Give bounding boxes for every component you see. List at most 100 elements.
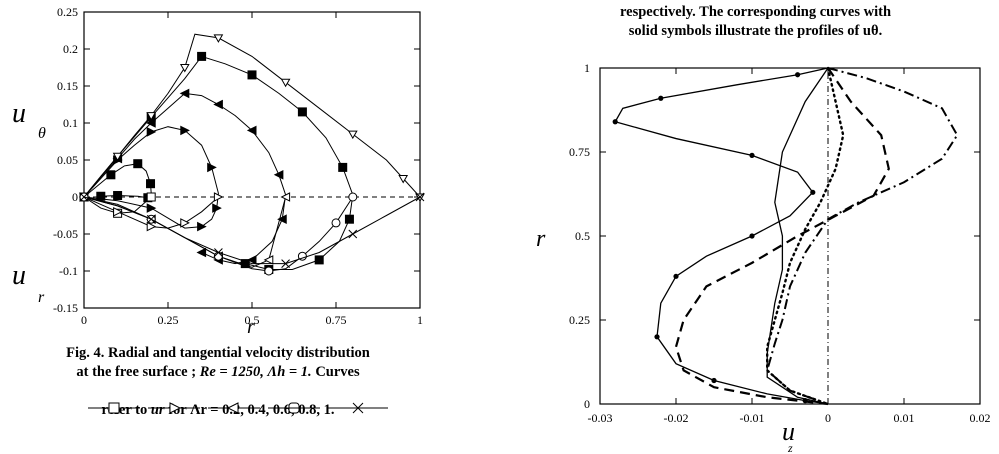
right-xtick-label: -0.01 — [740, 411, 765, 425]
left-ytick-label: 0 — [72, 190, 78, 204]
left-ytick-label: -0.05 — [53, 227, 78, 241]
uz-series-dash-dot — [766, 67, 959, 405]
data-point — [273, 169, 284, 180]
data-point — [348, 229, 358, 239]
left-xtick-label: 1 — [417, 313, 423, 327]
uz-series-dashed — [674, 67, 890, 406]
left-ytick-label: 0.25 — [57, 5, 78, 19]
data-point — [146, 221, 157, 232]
data-point — [214, 248, 223, 257]
data-point — [197, 51, 207, 61]
right-ytick-label: 0.75 — [569, 145, 590, 159]
data-point — [180, 218, 190, 228]
legend-triangle-right-open-icon — [148, 402, 200, 414]
right-ytick-label: 0 — [584, 397, 590, 411]
data-point — [348, 192, 358, 202]
ur-series-5 — [79, 192, 425, 268]
left-ytick-label: 0.2 — [63, 42, 78, 56]
legend-symbols — [88, 402, 388, 414]
data-point — [246, 125, 257, 136]
uz-line-solid-dots — [614, 67, 829, 405]
right-caption-line2: solid symbols illustrate the profiles of… — [628, 23, 883, 39]
uz-series-solid-dots — [612, 67, 829, 405]
data-point — [297, 107, 307, 117]
data-point — [280, 192, 291, 202]
utheta-series-5 — [79, 33, 425, 203]
utheta-series-1 — [79, 159, 156, 203]
ur-line — [83, 196, 421, 265]
right-xtick-label: 0.01 — [894, 411, 915, 425]
uz-series-dotted — [765, 66, 845, 406]
data-point — [197, 221, 207, 232]
data-point — [344, 214, 354, 224]
data-point — [146, 112, 157, 121]
left-caption: Fig. 4. Radial and tangential velocity d… — [0, 344, 436, 420]
right-caption: respectively. The corresponding curves w… — [512, 3, 999, 41]
left-series — [78, 33, 425, 276]
left-xtick-label: 0.5 — [245, 313, 260, 327]
data-point — [795, 72, 801, 78]
data-point — [180, 125, 190, 136]
right-ytick-label: 0.5 — [575, 229, 590, 243]
data-point — [179, 88, 190, 99]
left-caption-line4: refer to ur for Λr = 0.2, 0.4, 0.6, 0.8,… — [101, 402, 335, 418]
left-ytick-label: 0.1 — [63, 116, 78, 130]
left-xtick-label: 0.25 — [158, 313, 179, 327]
data-point — [146, 214, 156, 224]
left-chart: 0.250.20.150.10.050-0.05-0.1-0.15 0 0.25 0… — [12, 5, 425, 335]
left-ylabel-ur: u — [12, 260, 26, 291]
utheta-line — [83, 126, 219, 229]
data-point — [212, 203, 222, 213]
data-point — [331, 218, 341, 228]
right-chart: 1 0.75 0.5 0.25 0 -0.03 -0.02 -0.01 0 0.01 0.02 r… — [536, 61, 991, 454]
data-point — [113, 206, 123, 217]
data-point — [277, 214, 287, 225]
right-xtick-label: 0.02 — [970, 411, 991, 425]
data-point — [398, 175, 409, 184]
data-point — [673, 273, 679, 279]
left-ytick-label: -0.1 — [59, 264, 78, 278]
data-point — [196, 247, 207, 258]
data-point — [112, 152, 123, 162]
right-chart-frame — [599, 67, 981, 405]
data-point — [263, 255, 274, 265]
legend-circle-open-icon — [268, 402, 320, 414]
utheta-line — [83, 33, 421, 198]
right-xlabel-u: u — [782, 417, 795, 446]
data-point — [213, 192, 224, 202]
data-point — [106, 170, 116, 180]
data-point — [749, 233, 755, 239]
data-point — [146, 192, 156, 202]
left-xtick-label: 0 — [81, 313, 87, 327]
data-point — [146, 203, 157, 213]
data-point — [810, 189, 816, 195]
data-point — [79, 192, 89, 202]
uz-series-solid-thin — [766, 67, 829, 405]
right-xlabel-z-sub: z — [787, 441, 793, 454]
legend-square-open-icon — [88, 402, 140, 414]
data-point — [347, 130, 358, 140]
data-point — [246, 255, 257, 265]
data-point — [654, 334, 660, 340]
uz-line-dashed — [674, 67, 890, 406]
right-ylabel: r — [536, 226, 546, 252]
utheta-line — [83, 55, 354, 271]
data-point — [213, 99, 223, 110]
data-point — [207, 162, 217, 173]
left-caption-line2: at the free surface ; Re = 1250, Λh = 1.… — [76, 364, 360, 380]
right-ytick-label: 1 — [584, 61, 590, 75]
data-point — [133, 159, 143, 169]
left-ylabel-theta-sub: θ — [38, 125, 46, 142]
right-xtick-label: -0.03 — [588, 411, 613, 425]
utheta-series-4 — [79, 51, 354, 275]
left-xtick-label: 0.75 — [326, 313, 347, 327]
data-point — [113, 191, 123, 201]
uz-line-dash-dot — [766, 67, 959, 405]
data-point — [749, 152, 755, 158]
data-point — [179, 64, 190, 73]
left-caption-line1: Fig. 4. Radial and tangential velocity d… — [66, 345, 370, 361]
data-point — [415, 192, 425, 202]
data-point — [338, 162, 348, 172]
data-point — [281, 259, 290, 268]
data-point — [280, 78, 291, 88]
